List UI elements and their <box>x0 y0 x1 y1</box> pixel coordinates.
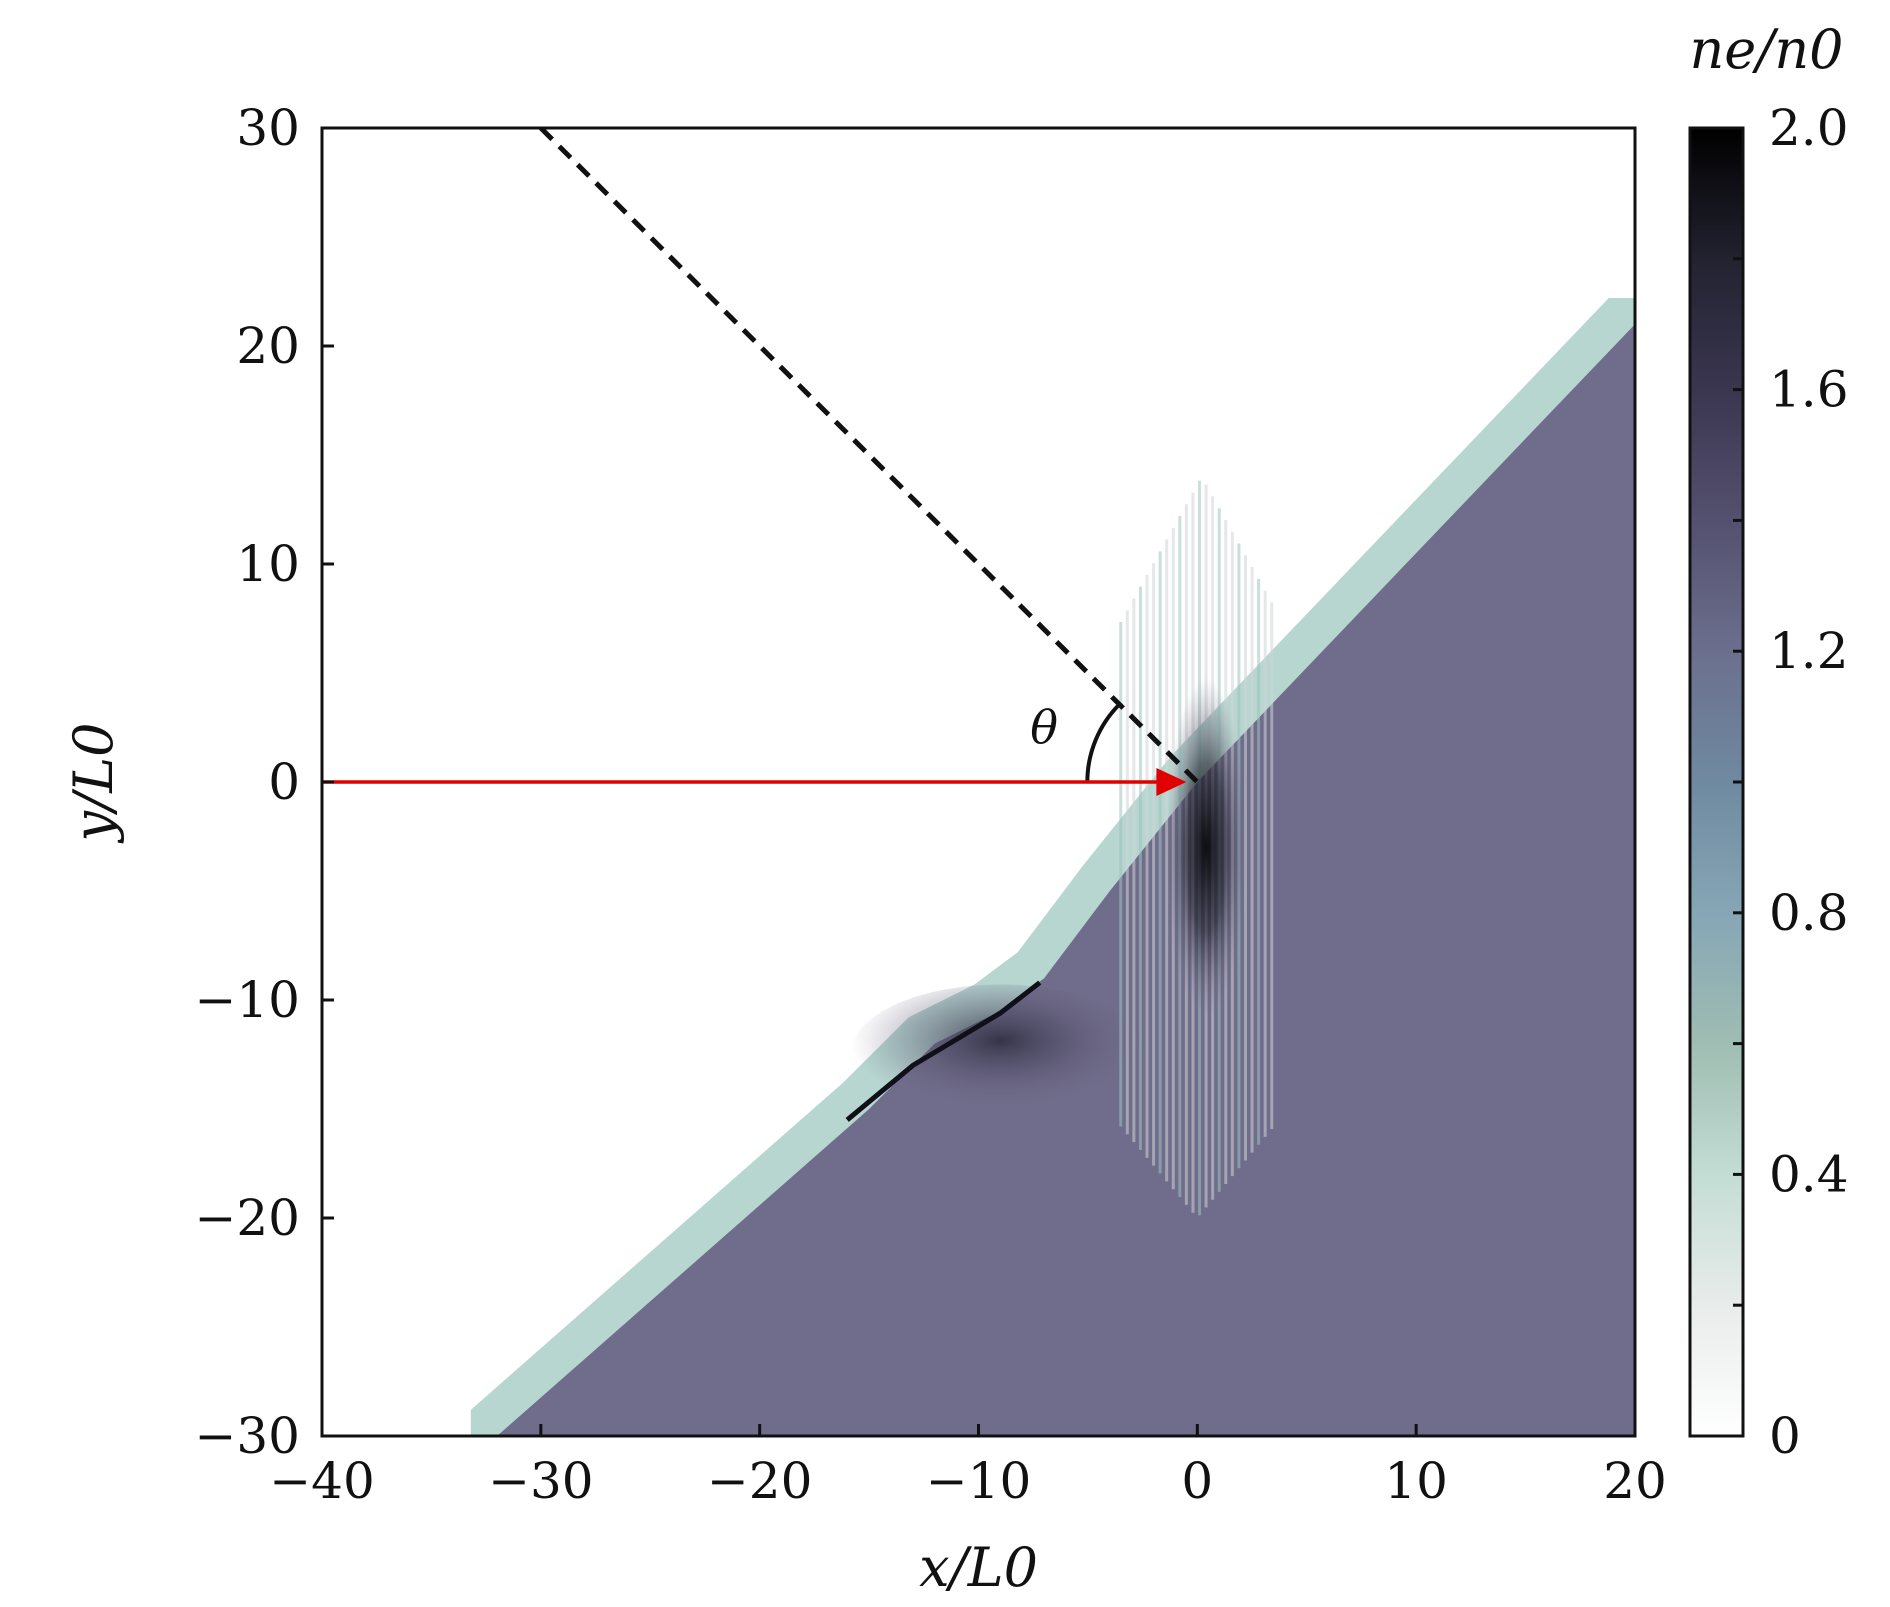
x-tick-label: −10 <box>926 1452 1032 1510</box>
y-tick-label: 30 <box>236 99 300 157</box>
y-tick-label: −20 <box>194 1189 300 1247</box>
laser-arrowhead <box>1156 768 1187 796</box>
colorbar-tick-label: 0.8 <box>1769 884 1849 942</box>
x-axis: −40 −30 −20 −10 0 10 20 <box>269 1424 1667 1510</box>
y-tick-label: 20 <box>236 317 300 375</box>
y-tick-label: −10 <box>194 971 300 1029</box>
density-peak <box>1166 677 1247 1018</box>
plot-area <box>322 128 1635 1436</box>
y-tick-label: 10 <box>236 535 300 593</box>
plasma-region <box>497 324 1635 1436</box>
bump-dense-edge <box>845 980 1042 1122</box>
y-tick-label: −30 <box>194 1407 300 1465</box>
x-axis-title: x/L0 <box>919 1536 1038 1599</box>
colorbar-title: ne/n0 <box>1689 18 1843 81</box>
colorbar-ticks: 0 0.4 0.8 1.2 1.6 2.0 <box>1733 99 1849 1465</box>
x-tick-label: −30 <box>488 1452 594 1510</box>
colorbar-tick-label: 2.0 <box>1769 99 1849 157</box>
y-axis-title: y/L0 <box>62 723 125 844</box>
colorbar-tick-label: 1.6 <box>1769 361 1849 419</box>
compressed-bump <box>850 984 1151 1125</box>
incidence-angle-arc <box>1085 702 1121 783</box>
angle-label: θ <box>1030 701 1058 755</box>
colorbar-tick-label: 1.2 <box>1769 622 1849 680</box>
x-tick-label: −40 <box>269 1452 375 1510</box>
y-axis: −30 −20 −10 0 10 20 30 <box>194 99 334 1465</box>
x-tick-label: 0 <box>1181 1452 1213 1510</box>
y-tick-label: 0 <box>268 753 300 811</box>
colorbar-tick-label: 0 <box>1769 1407 1801 1465</box>
x-tick-label: 20 <box>1603 1452 1667 1510</box>
x-tick-label: −20 <box>707 1452 813 1510</box>
colorbar-tick-label: 0.4 <box>1769 1145 1849 1203</box>
x-tick-label: 10 <box>1384 1452 1448 1510</box>
